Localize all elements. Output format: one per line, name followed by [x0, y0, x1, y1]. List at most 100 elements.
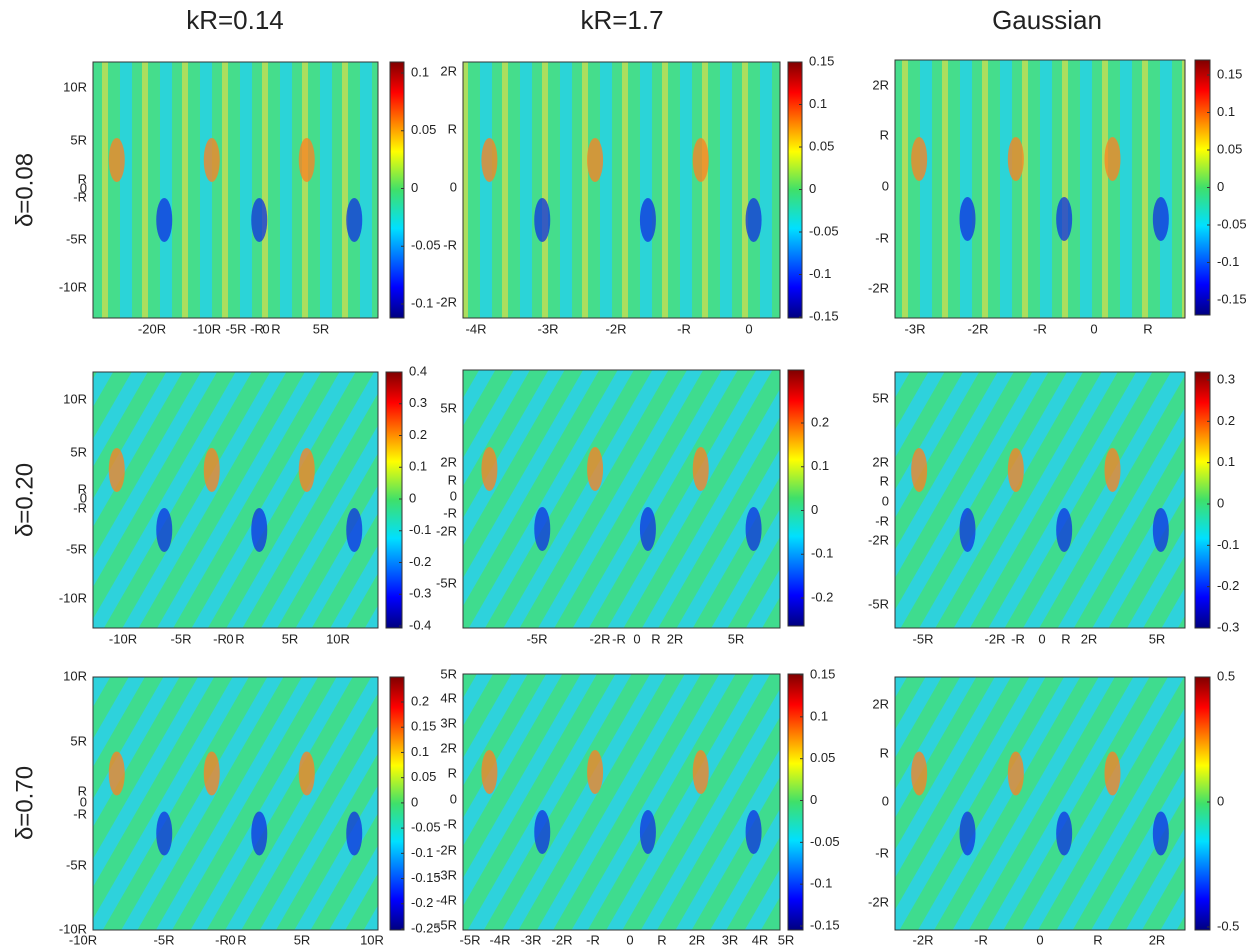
colorbar — [787, 369, 805, 627]
field-plot — [92, 676, 379, 931]
x-tick-label: -R — [213, 631, 227, 646]
field-feature — [251, 198, 268, 242]
field-feature — [1152, 508, 1169, 552]
x-tick-label: -5R — [171, 631, 192, 646]
colorbar-tick-label: 0.1 — [809, 96, 827, 111]
x-tick-label: 10R — [360, 932, 384, 947]
x-tick-label: -R — [974, 932, 988, 947]
x-tick-label: 5R — [294, 932, 311, 947]
colorbar-tick-label: 0.3 — [409, 395, 427, 410]
y-tick-label: -5R — [868, 596, 889, 611]
field-feature — [156, 508, 173, 552]
y-tick-label: 0 — [450, 791, 457, 806]
y-tick-label: -R — [443, 505, 457, 520]
field-feature — [639, 810, 656, 854]
field-feature — [298, 138, 315, 182]
y-tick-label: 0 — [450, 179, 457, 194]
x-tick-label: -2R — [606, 321, 627, 336]
y-tick-label: -R — [875, 845, 889, 860]
field-feature — [911, 137, 928, 181]
field-plot — [894, 59, 1186, 319]
field-plot — [462, 369, 781, 629]
x-tick-label: 5R — [778, 932, 795, 947]
colorbar-tick-label: -0.1 — [409, 522, 431, 537]
x-tick-label: -3R — [905, 321, 926, 336]
y-tick-label: -R — [875, 513, 889, 528]
y-tick-label: -2R — [436, 294, 457, 309]
colorbar-tick-label: 0.3 — [1217, 371, 1235, 386]
row-label: δ=0.20 — [11, 463, 38, 537]
field-plot — [894, 676, 1186, 931]
x-tick-label: 2R — [689, 932, 706, 947]
colorbar-tick-label: -0.5 — [1217, 918, 1239, 933]
colorbar-tick-label: -0.15 — [411, 870, 441, 885]
y-tick-label: 2R — [872, 696, 889, 711]
colorbar-tick-label: -0.1 — [1217, 254, 1239, 269]
field-feature — [534, 198, 551, 242]
y-tick-label: R — [448, 472, 457, 487]
x-tick-label: 2R — [667, 631, 684, 646]
field-feature — [251, 811, 268, 856]
y-tick-label: -5R — [66, 541, 87, 556]
y-tick-label: -10R — [59, 590, 87, 605]
x-tick-label: R — [651, 631, 660, 646]
y-tick-label: -2R — [868, 532, 889, 547]
row-label: δ=0.08 — [11, 153, 38, 227]
y-tick-label: 2R — [440, 63, 457, 78]
column-title: Gaussian — [992, 5, 1102, 35]
x-tick-label: -2R — [985, 631, 1006, 646]
y-tick-label: 5R — [440, 400, 457, 415]
colorbar-tick-label: -0.4 — [409, 617, 431, 632]
y-tick-label: R — [78, 783, 87, 798]
field-feature — [1104, 448, 1121, 492]
field-feature — [108, 448, 125, 492]
field-plot — [92, 371, 379, 629]
y-tick-label: 0 — [450, 488, 457, 503]
colorbar-tick-label: -0.05 — [1217, 216, 1247, 231]
y-tick-label: 0 — [80, 180, 87, 195]
x-tick-label: -10R — [109, 631, 137, 646]
colorbar-tick-label: 0 — [409, 490, 416, 505]
row-label: δ=0.70 — [11, 766, 38, 840]
y-tick-label: 5R — [872, 390, 889, 405]
x-tick-label: -3R — [521, 932, 542, 947]
x-tick-label: 4R — [752, 932, 769, 947]
x-tick-label: -R — [677, 321, 691, 336]
colorbar-tick-label: 0.1 — [811, 458, 829, 473]
y-tick-label: -R — [875, 230, 889, 245]
y-tick-label: -2R — [868, 280, 889, 295]
field-feature — [959, 508, 976, 552]
field-feature — [1007, 448, 1024, 492]
colorbar-tick-label: 0.2 — [411, 693, 429, 708]
colorbar-tick-label: -0.1 — [411, 845, 433, 860]
field-feature — [692, 138, 709, 182]
field-feature — [534, 507, 551, 551]
colorbar-tick-label: -0.1 — [1217, 537, 1239, 552]
column-title: kR=1.7 — [580, 5, 663, 35]
y-tick-label: -R — [443, 816, 457, 831]
field-feature — [959, 197, 976, 241]
y-tick-label: 0 — [882, 493, 889, 508]
colorbar-tick-label: 0 — [411, 794, 418, 809]
y-tick-label: 5R — [440, 666, 457, 681]
y-tick-label: -3R — [436, 867, 457, 882]
x-tick-label: 0 — [1038, 631, 1045, 646]
field-feature — [108, 751, 125, 796]
colorbar-tick-label: 0 — [809, 181, 816, 196]
field-feature — [639, 507, 656, 551]
y-tick-label: R — [448, 121, 457, 136]
y-tick-label: R — [78, 481, 87, 496]
x-tick-label: -5R — [460, 932, 481, 947]
field-feature — [298, 751, 315, 796]
colorbar-tick-label: 0 — [1217, 495, 1224, 510]
x-tick-label: -5R — [154, 932, 175, 947]
x-tick-label: -20R — [138, 321, 166, 336]
field-feature — [481, 750, 498, 794]
field-feature — [156, 198, 173, 242]
y-tick-label: 3R — [440, 715, 457, 730]
x-tick-label: 0 — [626, 932, 633, 947]
y-tick-label: 0 — [80, 490, 87, 505]
y-tick-label: 5R — [70, 132, 87, 147]
y-tick-label: 2R — [872, 454, 889, 469]
